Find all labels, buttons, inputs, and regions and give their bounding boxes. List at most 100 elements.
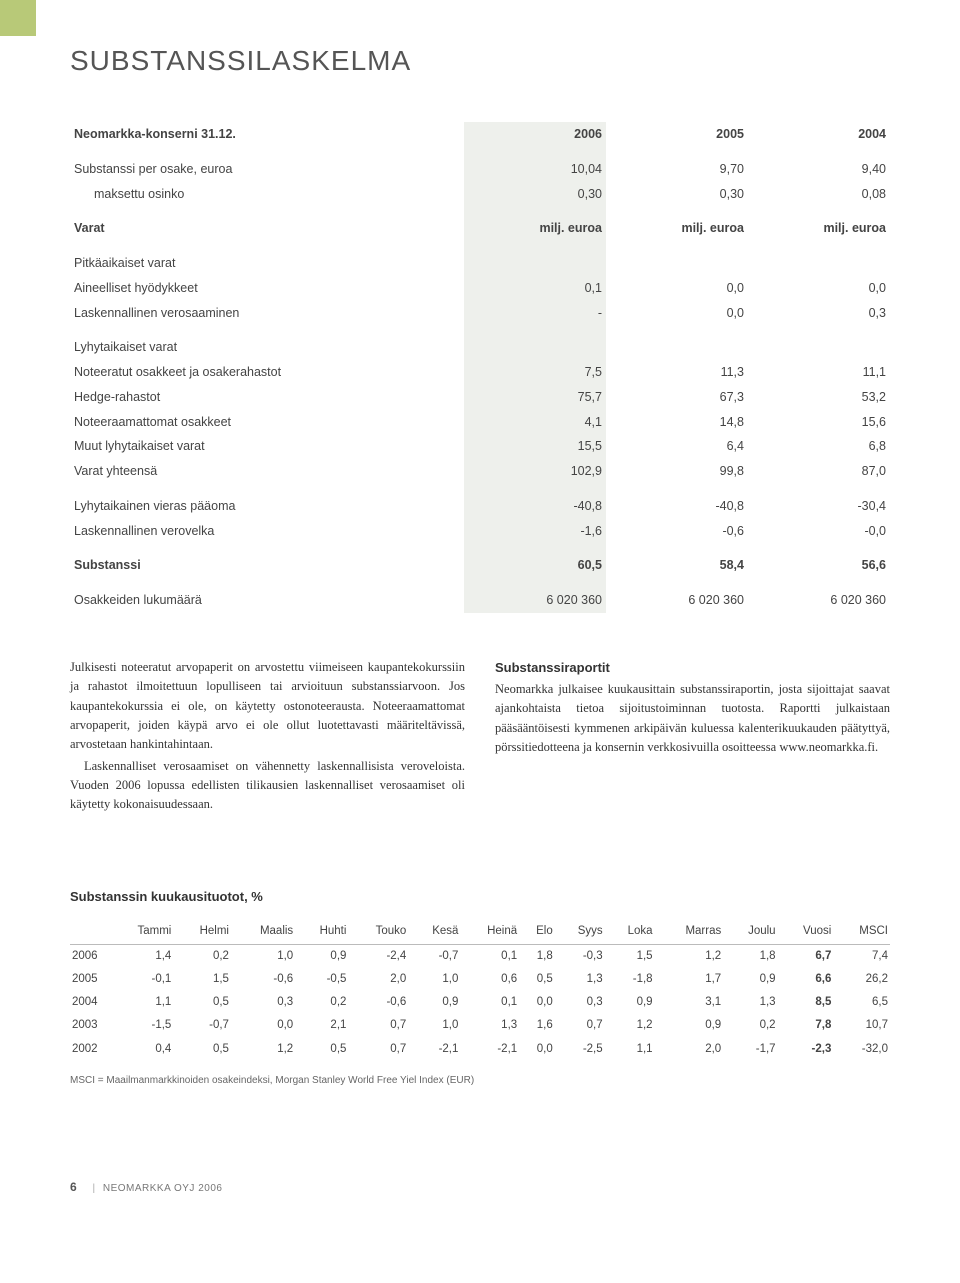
- prose-columns: Julkisesti noteeratut arvopaperit on arv…: [70, 658, 890, 817]
- monthly-cell: 1,3: [460, 1014, 519, 1037]
- monthly-table: Tammi Helmi Maalis Huhti Touko Kesä Hein…: [70, 920, 890, 1061]
- monthly-col-13: MSCI: [833, 920, 890, 944]
- nav-long-0-v2: 0,0: [748, 276, 890, 301]
- monthly-cell: 0,7: [555, 1014, 605, 1037]
- nav-short-1: Hedge-rahastot 75,7 67,3 53,2: [70, 385, 890, 410]
- nav-dividend-v0: 0,30: [464, 182, 606, 207]
- publication-name: NEOMARKKA OYJ 2006: [103, 1183, 223, 1194]
- monthly-col-12: Vuosi: [778, 920, 834, 944]
- nav-liab-0-v1: -40,8: [606, 494, 748, 519]
- monthly-cell: 26,2: [833, 968, 890, 991]
- nav-substanssi-v2: 56,6: [748, 553, 890, 578]
- monthly-cell: 1,3: [723, 991, 777, 1014]
- monthly-cell: 0,2: [295, 991, 348, 1014]
- monthly-cell: -0,7: [173, 1014, 231, 1037]
- monthly-cell: -0,6: [231, 968, 295, 991]
- monthly-col-6: Heinä: [460, 920, 519, 944]
- nav-dividend-row: maksettu osinko 0,30 0,30 0,08: [70, 182, 890, 207]
- nav-total-assets-v1: 99,8: [606, 459, 748, 484]
- monthly-col-11: Joulu: [723, 920, 777, 944]
- monthly-cell: 0,9: [295, 944, 348, 968]
- nav-liab-0-label: Lyhytaikainen vieras pääoma: [70, 494, 464, 519]
- nav-per-share-label: Substanssi per osake, euroa: [70, 157, 464, 182]
- monthly-cell: 1,8: [519, 944, 555, 968]
- nav-longterm-label: Pitkäaikaiset varat: [70, 251, 464, 276]
- monthly-row: 2003-1,5-0,70,02,10,71,01,31,60,71,20,90…: [70, 1014, 890, 1037]
- nav-substanssi-v0: 60,5: [464, 553, 606, 578]
- monthly-cell: 0,5: [173, 1038, 231, 1061]
- nav-shares-label: Osakkeiden lukumäärä: [70, 588, 464, 613]
- nav-short-1-label: Hedge-rahastot: [70, 385, 464, 410]
- accent-tab: [0, 0, 36, 36]
- monthly-cell: 1,5: [173, 968, 231, 991]
- page: SUBSTANSSILASKELMA Neomarkka-konserni 31…: [0, 0, 960, 1226]
- monthly-col-7: Elo: [519, 920, 555, 944]
- monthly-year: 2004: [70, 991, 108, 1014]
- monthly-cell: 0,0: [519, 991, 555, 1014]
- nav-unit-0: milj. euroa: [464, 216, 606, 241]
- nav-unit-2: milj. euroa: [748, 216, 890, 241]
- monthly-col-8: Syys: [555, 920, 605, 944]
- monthly-year: 2003: [70, 1014, 108, 1037]
- monthly-cell: -2,1: [460, 1038, 519, 1061]
- nav-unit-1: milj. euroa: [606, 216, 748, 241]
- monthly-cell: -1,7: [723, 1038, 777, 1061]
- monthly-cell: 2,0: [348, 968, 408, 991]
- monthly-cell: -0,6: [348, 991, 408, 1014]
- monthly-cell: 0,5: [295, 1038, 348, 1061]
- nav-total-assets-v0: 102,9: [464, 459, 606, 484]
- nav-long-1-v2: 0,3: [748, 301, 890, 326]
- nav-short-0: Noteeratut osakkeet ja osakerahastot 7,5…: [70, 360, 890, 385]
- monthly-cell: -32,0: [833, 1038, 890, 1061]
- nav-substanssi-label: Substanssi: [70, 553, 464, 578]
- nav-substanssi-row: Substanssi 60,5 58,4 56,6: [70, 553, 890, 578]
- monthly-cell: 1,5: [605, 944, 655, 968]
- monthly-cell: 1,7: [655, 968, 724, 991]
- monthly-cell: -2,4: [348, 944, 408, 968]
- nav-header-row: Neomarkka-konserni 31.12. 2006 2005 2004: [70, 122, 890, 147]
- monthly-cell: 10,7: [833, 1014, 890, 1037]
- nav-long-0-v1: 0,0: [606, 276, 748, 301]
- nav-shares-v0: 6 020 360: [464, 588, 606, 613]
- monthly-col-3: Huhti: [295, 920, 348, 944]
- nav-short-3: Muut lyhytaikaiset varat 15,5 6,4 6,8: [70, 434, 890, 459]
- monthly-col-5: Kesä: [408, 920, 460, 944]
- nav-per-share-row: Substanssi per osake, euroa 10,04 9,70 9…: [70, 157, 890, 182]
- monthly-row: 2005-0,11,5-0,6-0,52,01,00,60,51,3-1,81,…: [70, 968, 890, 991]
- nav-liab-1-v0: -1,6: [464, 519, 606, 544]
- nav-short-0-v0: 7,5: [464, 360, 606, 385]
- monthly-cell: 0,5: [173, 991, 231, 1014]
- nav-short-1-v0: 75,7: [464, 385, 606, 410]
- nav-liab-1: Laskennallinen verovelka -1,6 -0,6 -0,0: [70, 519, 890, 544]
- prose-right: Substanssiraportit Neomarkka julkaisee k…: [495, 658, 890, 817]
- monthly-cell: 1,2: [231, 1038, 295, 1061]
- nav-long-0: Aineelliset hyödykkeet 0,1 0,0 0,0: [70, 276, 890, 301]
- nav-caption: Neomarkka-konserni 31.12.: [70, 122, 464, 147]
- monthly-cell: -1,8: [605, 968, 655, 991]
- nav-short-2-v0: 4,1: [464, 410, 606, 435]
- monthly-cell: 7,4: [833, 944, 890, 968]
- monthly-cell: 0,9: [655, 1014, 724, 1037]
- page-footer: 6 | NEOMARKKA OYJ 2006: [70, 1178, 890, 1196]
- nav-per-share-v2: 9,40: [748, 157, 890, 182]
- monthly-cell: -0,3: [555, 944, 605, 968]
- page-title: SUBSTANSSILASKELMA: [70, 40, 890, 82]
- nav-per-share-v1: 9,70: [606, 157, 748, 182]
- nav-short-2-v1: 14,8: [606, 410, 748, 435]
- monthly-row: 20061,40,21,00,9-2,4-0,70,11,8-0,31,51,2…: [70, 944, 890, 968]
- monthly-cell: 1,8: [723, 944, 777, 968]
- nav-short-2-v2: 15,6: [748, 410, 890, 435]
- monthly-cell: 0,0: [231, 1014, 295, 1037]
- nav-long-0-v0: 0,1: [464, 276, 606, 301]
- monthly-cell: 0,7: [348, 1038, 408, 1061]
- monthly-cell: 0,7: [348, 1014, 408, 1037]
- monthly-cell: 0,6: [460, 968, 519, 991]
- monthly-cell: 0,2: [723, 1014, 777, 1037]
- monthly-cell: 2,0: [655, 1038, 724, 1061]
- nav-long-1-v0: -: [464, 301, 606, 326]
- nav-dividend-v2: 0,08: [748, 182, 890, 207]
- monthly-col-9: Loka: [605, 920, 655, 944]
- nav-liab-1-v1: -0,6: [606, 519, 748, 544]
- monthly-cell: 6,7: [778, 944, 834, 968]
- nav-long-1-label: Laskennallinen verosaaminen: [70, 301, 464, 326]
